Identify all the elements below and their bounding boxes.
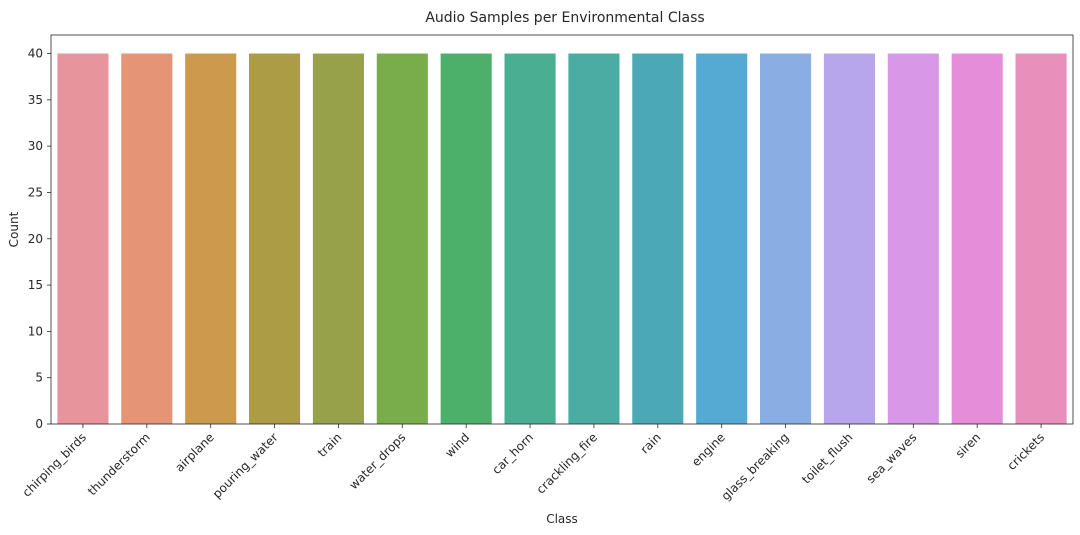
y-axis-title: Count bbox=[7, 211, 21, 247]
x-tick-label: crickets bbox=[1005, 430, 1048, 473]
y-tick-label: 25 bbox=[28, 185, 43, 199]
x-tick-label: wind bbox=[442, 430, 472, 460]
bar-train bbox=[312, 53, 364, 425]
bar-car-horn bbox=[504, 53, 556, 425]
x-tick-label: thunderstorm bbox=[85, 430, 153, 498]
y-tick-label: 5 bbox=[35, 371, 43, 385]
y-tick-label: 30 bbox=[28, 139, 43, 153]
bar-glass-breaking bbox=[760, 53, 812, 425]
x-tick-label: rain bbox=[638, 430, 664, 456]
bar-rain bbox=[632, 53, 684, 425]
plot-frame bbox=[50, 34, 1074, 425]
bar-engine bbox=[696, 53, 748, 425]
chart-title: Audio Samples per Environmental Class bbox=[425, 10, 704, 26]
x-tick-label: airplane bbox=[172, 430, 216, 474]
y-tick-label: 15 bbox=[28, 278, 43, 292]
bar-crackling-fire bbox=[568, 53, 620, 425]
bar-toilet-flush bbox=[823, 53, 875, 425]
bar-airplane bbox=[185, 53, 237, 425]
bar-siren bbox=[951, 53, 1003, 425]
y-axis: 0 5 10 15 20 25 30 35 40 bbox=[28, 47, 51, 431]
bar-water-drops bbox=[376, 53, 428, 425]
x-tick-label: toilet_flush bbox=[799, 430, 855, 486]
x-tick-label: train bbox=[315, 430, 345, 460]
bar-wind bbox=[440, 53, 492, 425]
bar-crickets bbox=[1015, 53, 1067, 425]
y-tick-label: 10 bbox=[28, 324, 43, 338]
bar-sea-waves bbox=[887, 53, 939, 425]
bar-pouring-water bbox=[249, 53, 301, 425]
y-tick-label: 35 bbox=[28, 93, 43, 107]
y-tick-label: 20 bbox=[28, 232, 43, 246]
bar-thunderstorm bbox=[121, 53, 173, 425]
y-tick-label: 0 bbox=[35, 417, 43, 431]
x-tick-label: crackling_fire bbox=[534, 430, 600, 496]
x-tick-label: siren bbox=[953, 430, 984, 461]
x-tick-label: pouring_water bbox=[210, 430, 281, 501]
y-tick-label: 40 bbox=[28, 47, 43, 61]
x-tick-label: water_drops bbox=[346, 430, 408, 492]
x-axis-title: Class bbox=[546, 512, 578, 526]
bars-group bbox=[57, 53, 1067, 425]
x-tick-label: engine bbox=[689, 430, 728, 469]
bar-chirping-birds bbox=[57, 53, 109, 425]
x-tick-label: car_horn bbox=[489, 430, 536, 477]
x-tick-label: chirping_birds bbox=[20, 430, 89, 499]
x-tick-label: glass_breaking bbox=[719, 430, 792, 503]
x-tick-label: sea_waves bbox=[864, 430, 920, 486]
